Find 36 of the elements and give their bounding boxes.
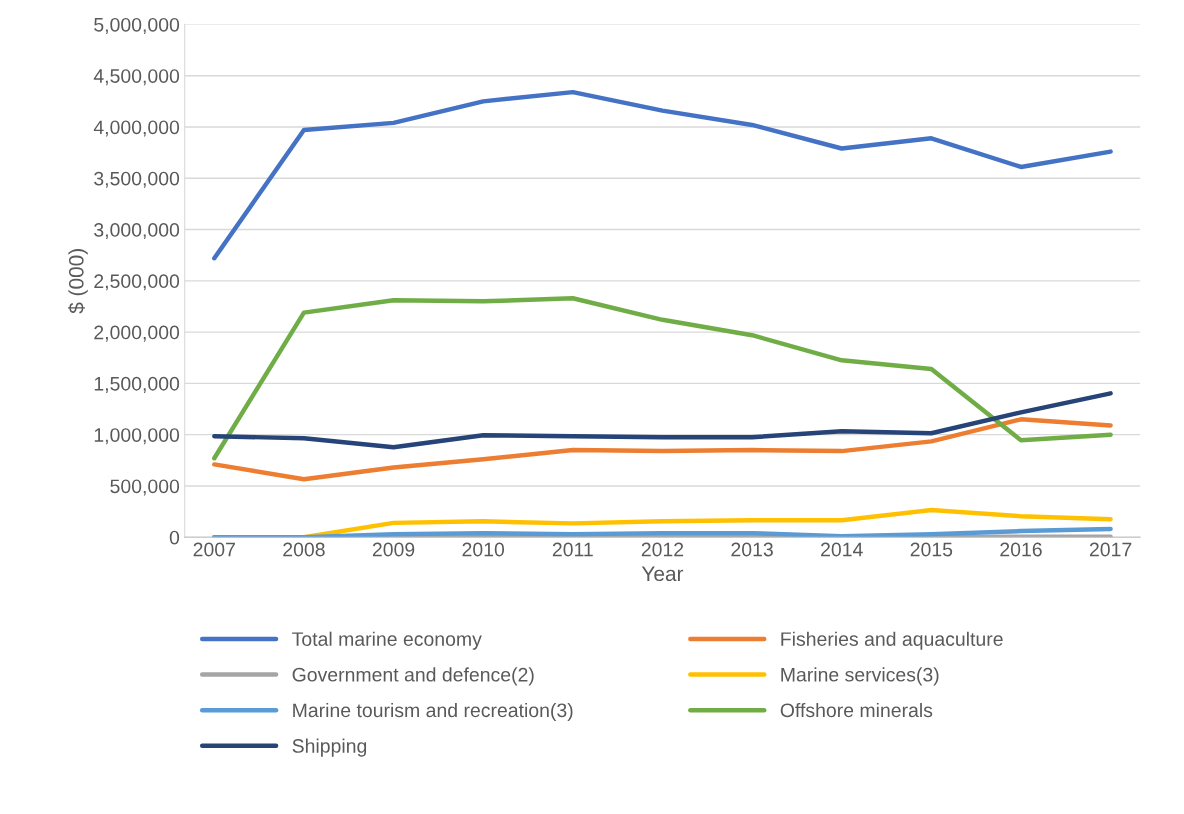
y-tick-label: 5,000,000 bbox=[94, 17, 180, 34]
y-tick-label: 2,500,000 bbox=[94, 274, 180, 291]
y-tick-label: 500,000 bbox=[110, 479, 180, 496]
x-tick-label: 2008 bbox=[283, 542, 325, 557]
line-series bbox=[212, 391, 1113, 450]
x-tick-label: 2017 bbox=[1089, 542, 1132, 557]
line-series bbox=[212, 89, 1113, 261]
x-tick-label: 2011 bbox=[552, 542, 593, 557]
x-tick-label: 2015 bbox=[910, 542, 953, 557]
y-tick-label: 3,000,000 bbox=[94, 223, 180, 240]
legend-label: Government and defence(2) bbox=[292, 667, 534, 686]
line-series bbox=[212, 417, 1113, 482]
x-tick-label: 2014 bbox=[821, 542, 863, 557]
legend-label: Total marine economy bbox=[292, 631, 482, 650]
x-tick-label: 2016 bbox=[1000, 542, 1042, 557]
x-axis-title: Year bbox=[641, 566, 684, 582]
y-tick-label: 2,000,000 bbox=[94, 325, 180, 342]
legend-label: Shipping bbox=[292, 738, 367, 757]
y-tick-label: 4,000,000 bbox=[93, 120, 180, 137]
y-tick-label: 1,000,000 bbox=[94, 428, 180, 445]
y-axis-title: $ (000) bbox=[68, 249, 88, 314]
x-tick-label: 2010 bbox=[462, 542, 505, 557]
legend-label: Offshore minerals bbox=[780, 702, 933, 718]
line-series bbox=[212, 296, 1113, 461]
legend-label: Fisheries and aquaculture bbox=[781, 631, 1003, 650]
y-tick-label: 4,500,000 bbox=[93, 69, 180, 86]
x-tick-label: 2007 bbox=[193, 542, 235, 557]
x-tick-label: 2009 bbox=[372, 542, 415, 557]
y-tick-label: 1,500,000 bbox=[94, 376, 180, 393]
x-tick-label: 2013 bbox=[731, 542, 773, 557]
legend-label: Marine tourism and recreation(3) bbox=[293, 702, 573, 722]
line-series bbox=[212, 526, 1113, 538]
x-tick-label: 2012 bbox=[641, 542, 684, 557]
y-tick-label: 3,500,000 bbox=[94, 171, 180, 188]
legend-label: Marine services(3) bbox=[781, 667, 939, 686]
y-tick-label: 0 bbox=[169, 530, 180, 545]
